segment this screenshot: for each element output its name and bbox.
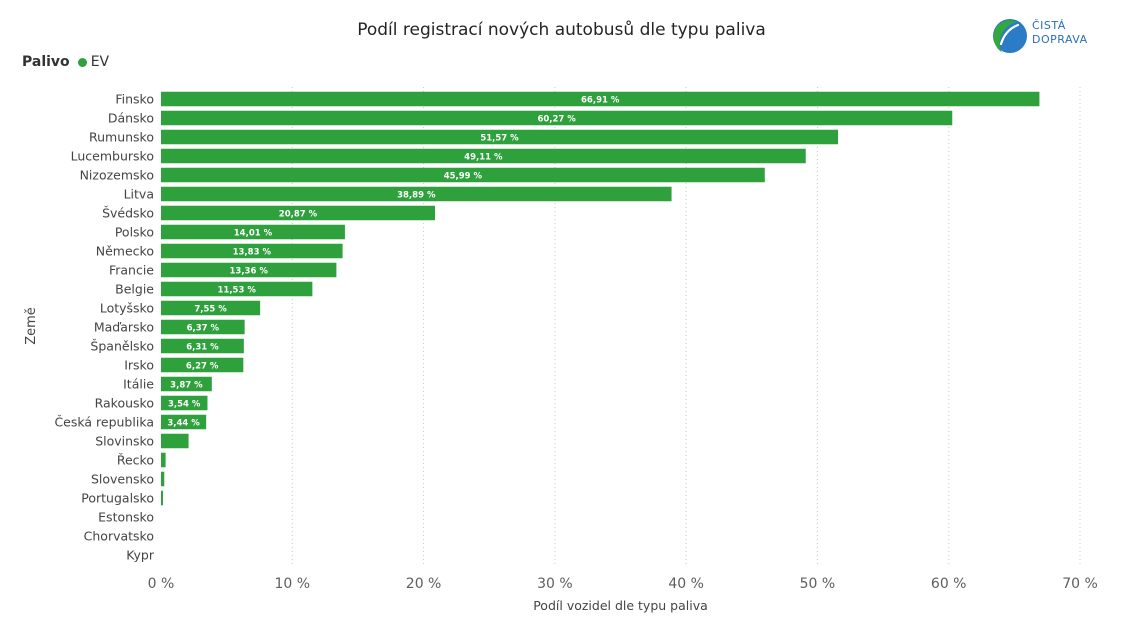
bar — [161, 338, 244, 354]
data-label: 6,37 % — [187, 324, 220, 334]
data-label: 6,31 % — [186, 343, 219, 353]
x-tick-label: 70 % — [1062, 576, 1098, 592]
logo-line-1: ČISTÁ — [1032, 19, 1066, 32]
data-label: 3,54 % — [168, 400, 201, 410]
category-label: Belgie — [115, 282, 154, 297]
bar — [161, 414, 207, 430]
bar — [161, 110, 953, 126]
x-tick-label: 0 % — [148, 576, 175, 592]
data-label: 13,83 % — [233, 248, 272, 258]
bar — [161, 452, 166, 468]
category-label: Česká republika — [54, 415, 154, 430]
category-label: Chorvatsko — [84, 529, 154, 544]
category-label: Rakousko — [95, 396, 154, 411]
data-label: 3,44 % — [167, 419, 200, 429]
category-label: Itálie — [123, 377, 154, 392]
y-axis-title: Země — [24, 307, 39, 345]
bar — [161, 91, 1040, 107]
bar — [161, 300, 261, 316]
bar — [161, 319, 245, 335]
data-label: 66,91 % — [581, 96, 620, 106]
category-label: Portugalsko — [81, 491, 154, 506]
category-label: Irsko — [124, 358, 154, 373]
data-label: 60,27 % — [537, 115, 576, 125]
bar — [161, 281, 313, 297]
category-label: Slovinsko — [95, 434, 154, 449]
bar — [161, 148, 806, 164]
bar — [161, 129, 839, 145]
category-label: Nizozemsko — [80, 168, 154, 183]
category-label: Maďarsko — [94, 320, 154, 335]
bar — [161, 167, 765, 183]
data-label: 49,11 % — [464, 153, 503, 163]
legend-swatch — [77, 57, 87, 67]
data-label: 20,87 % — [279, 210, 318, 220]
category-label: Rumunsko — [89, 130, 154, 145]
category-label: Švédsko — [102, 206, 154, 221]
x-tick-label: 30 % — [537, 576, 573, 592]
x-tick-label: 60 % — [931, 576, 967, 592]
data-label: 13,36 % — [230, 267, 269, 277]
data-label: 3,87 % — [170, 381, 203, 391]
category-label: Německo — [96, 244, 154, 259]
logo-mark-icon — [993, 19, 1027, 53]
category-label: Polsko — [115, 225, 154, 240]
category-label: Lotyšsko — [100, 301, 154, 316]
category-label: Kypr — [126, 548, 155, 563]
bar — [161, 433, 189, 449]
category-label: Estonsko — [98, 510, 154, 525]
bar — [161, 357, 244, 373]
category-label: Lucembursko — [71, 149, 154, 164]
data-label: 6,27 % — [186, 362, 219, 372]
category-label: Finsko — [115, 92, 154, 107]
x-tick-label: 50 % — [800, 576, 836, 592]
legend-label: Palivo — [22, 54, 70, 70]
data-label: 11,53 % — [217, 286, 256, 296]
x-tick-label: 20 % — [406, 576, 442, 592]
bar — [161, 224, 345, 240]
data-label: 7,55 % — [194, 305, 227, 315]
category-label: Francie — [109, 263, 154, 278]
category-label: Dánsko — [108, 111, 154, 126]
bar — [161, 471, 165, 487]
legend: Palivo EV — [22, 54, 109, 70]
x-tick-label: 10 % — [274, 576, 310, 592]
category-label: Řecko — [117, 453, 154, 468]
category-label: Litva — [124, 187, 154, 202]
bar — [161, 376, 212, 392]
bar — [161, 186, 672, 202]
data-label: 38,89 % — [397, 191, 436, 201]
bar — [161, 395, 208, 411]
cista-doprava-logo: ČISTÁ DOPRAVA — [990, 16, 1100, 56]
x-tick-label: 40 % — [668, 576, 704, 592]
bar — [161, 262, 337, 278]
bar — [161, 205, 435, 221]
data-label: 14,01 % — [234, 229, 273, 239]
bar — [161, 243, 343, 259]
x-axis-title: Podíl vozidel dle typu paliva — [533, 598, 708, 613]
chart-title: Podíl registrací nových autobusů dle typ… — [357, 20, 766, 40]
logo-line-2: DOPRAVA — [1032, 33, 1088, 46]
data-label: 45,99 % — [444, 172, 483, 182]
bar — [161, 490, 163, 506]
category-label: Slovensko — [91, 472, 154, 487]
legend-series-ev[interactable]: EV — [90, 54, 110, 70]
category-label: Španělsko — [90, 339, 154, 354]
logo-text: ČISTÁ DOPRAVA — [1032, 19, 1088, 47]
data-label: 51,57 % — [480, 134, 519, 144]
